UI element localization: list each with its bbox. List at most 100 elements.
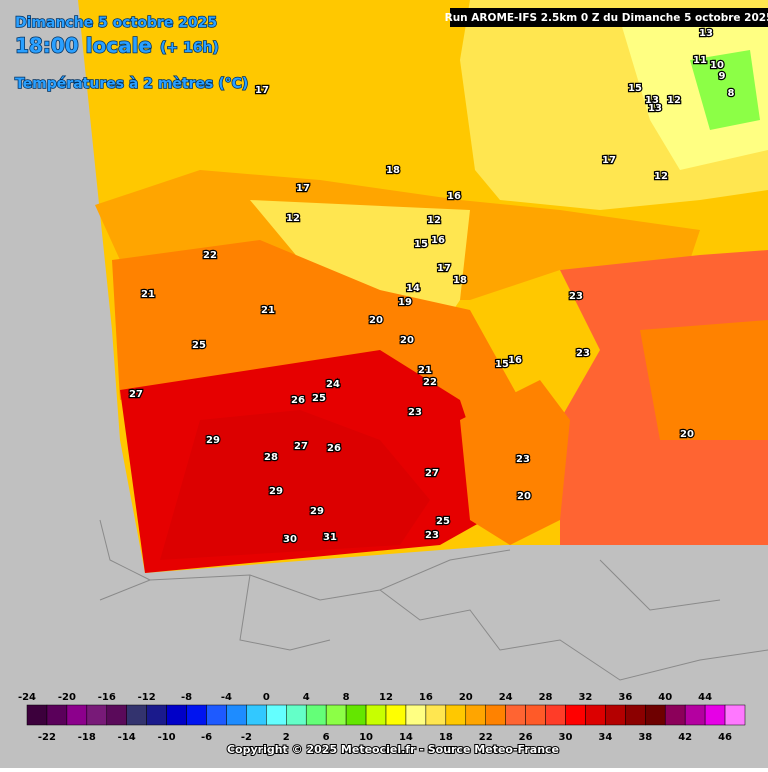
- legend-label: -12: [138, 692, 156, 703]
- legend-label: 2: [283, 732, 290, 743]
- legend-swatch: [266, 704, 287, 726]
- legend-swatch: [485, 704, 506, 726]
- legend-label: 10: [359, 732, 373, 743]
- cold-zone: [690, 50, 760, 130]
- legend-swatch: [684, 704, 706, 726]
- legend-label: 36: [618, 692, 632, 703]
- legend-swatch: [585, 704, 606, 726]
- legend-label: 4: [303, 692, 310, 703]
- legend-label: -6: [201, 732, 212, 743]
- alps-zone: [620, 10, 768, 170]
- temperature-label: 15: [414, 239, 428, 250]
- legend-swatch: [46, 704, 68, 726]
- temperature-label: 12: [286, 213, 300, 224]
- legend-swatch: [405, 704, 427, 726]
- temperature-label: 26: [327, 443, 341, 454]
- legend-swatch: [625, 704, 646, 726]
- legend-swatch: [565, 704, 586, 726]
- legend-swatch: [126, 704, 147, 726]
- legend-label: -8: [181, 692, 192, 703]
- legend-label: -14: [118, 732, 136, 743]
- temperature-label: 11: [693, 55, 707, 66]
- legend-swatch: [445, 704, 467, 726]
- temperature-label: 31: [323, 532, 337, 543]
- temperature-label: 16: [431, 235, 445, 246]
- temperature-label: 29: [269, 486, 283, 497]
- legend-label: 34: [598, 732, 612, 743]
- temperature-label: 18: [453, 275, 467, 286]
- legend-label: 22: [479, 732, 493, 743]
- legend-label: 18: [439, 732, 453, 743]
- temperature-label: 29: [310, 506, 324, 517]
- temperature-label: 12: [667, 95, 681, 106]
- legend-label: 6: [323, 732, 330, 743]
- legend-swatch: [226, 704, 247, 726]
- temperature-label: 17: [602, 155, 616, 166]
- legend-swatch: [146, 704, 167, 726]
- legend-label: -2: [241, 732, 252, 743]
- legend-label: 46: [718, 732, 732, 743]
- temperature-label: 23: [569, 291, 583, 302]
- temperature-label: 22: [203, 250, 217, 261]
- temperature-label: 12: [654, 171, 668, 182]
- legend-label: 40: [658, 692, 672, 703]
- lead-time: (+ 16h): [160, 40, 219, 56]
- temperature-label: 20: [369, 315, 383, 326]
- temperature-label: 23: [516, 454, 530, 465]
- temperature-label: 17: [437, 263, 451, 274]
- temperature-label: 28: [264, 452, 278, 463]
- temperature-label: 12: [427, 215, 441, 226]
- legend-label: 28: [539, 692, 553, 703]
- temperature-label: 30: [283, 534, 297, 545]
- legend-swatch: [325, 704, 347, 726]
- temperature-label: 14: [406, 283, 420, 294]
- copyright: Copyright © 2025 Meteociel.fr - Source M…: [227, 743, 559, 756]
- temperature-label: 20: [400, 335, 414, 346]
- temperature-label: 27: [294, 441, 308, 452]
- temperature-label: 15: [628, 83, 642, 94]
- temperature-label: 25: [192, 340, 206, 351]
- temperature-label: 15: [495, 359, 509, 370]
- temperature-label: 29: [206, 435, 220, 446]
- field-name: Températures à 2 mètres (°C): [15, 76, 248, 92]
- legend-swatch: [545, 704, 566, 726]
- legend-swatch: [305, 704, 327, 726]
- legend-label: 0: [263, 692, 270, 703]
- legend-label: 38: [638, 732, 652, 743]
- temperature-label: 16: [508, 355, 522, 366]
- temperature-label: 16: [447, 191, 461, 202]
- legend-swatch: [645, 704, 666, 726]
- temperature-label: 27: [129, 389, 143, 400]
- legend-label: -16: [98, 692, 116, 703]
- legend-label: 20: [459, 692, 473, 703]
- temperature-label: 17: [296, 183, 310, 194]
- temperature-label: 21: [418, 365, 432, 376]
- temperature-label: 20: [680, 429, 694, 440]
- date: Dimanche 5 octobre 2025: [15, 15, 217, 31]
- temperature-label: 18: [386, 165, 400, 176]
- temperature-label: 23: [408, 407, 422, 418]
- legend-swatch: [166, 704, 187, 726]
- run-box: [450, 8, 768, 27]
- legend-label: -20: [58, 692, 76, 703]
- temperature-label: 25: [436, 516, 450, 527]
- legend-swatch: [345, 704, 367, 726]
- land-outlines: [99, 519, 768, 681]
- legend-label: 42: [678, 732, 692, 743]
- legend-swatch: [66, 704, 88, 726]
- legend-label: 16: [419, 692, 433, 703]
- legend-swatch: [26, 704, 48, 726]
- legend-label: 44: [698, 692, 712, 703]
- legend-label: 30: [559, 732, 573, 743]
- legend-swatch: [505, 704, 526, 726]
- legend-label: -24: [18, 692, 36, 703]
- run-info: Run AROME-IFS 2.5km 0 Z du Dimanche 5 oc…: [445, 12, 768, 24]
- temperature-label: 10: [710, 60, 724, 71]
- legend-swatch: [605, 704, 626, 726]
- legend-swatch: [206, 704, 227, 726]
- legend-label: 26: [519, 732, 533, 743]
- temperature-label: 25: [312, 393, 326, 404]
- legend-swatch: [704, 704, 726, 726]
- legend-label: -18: [78, 732, 96, 743]
